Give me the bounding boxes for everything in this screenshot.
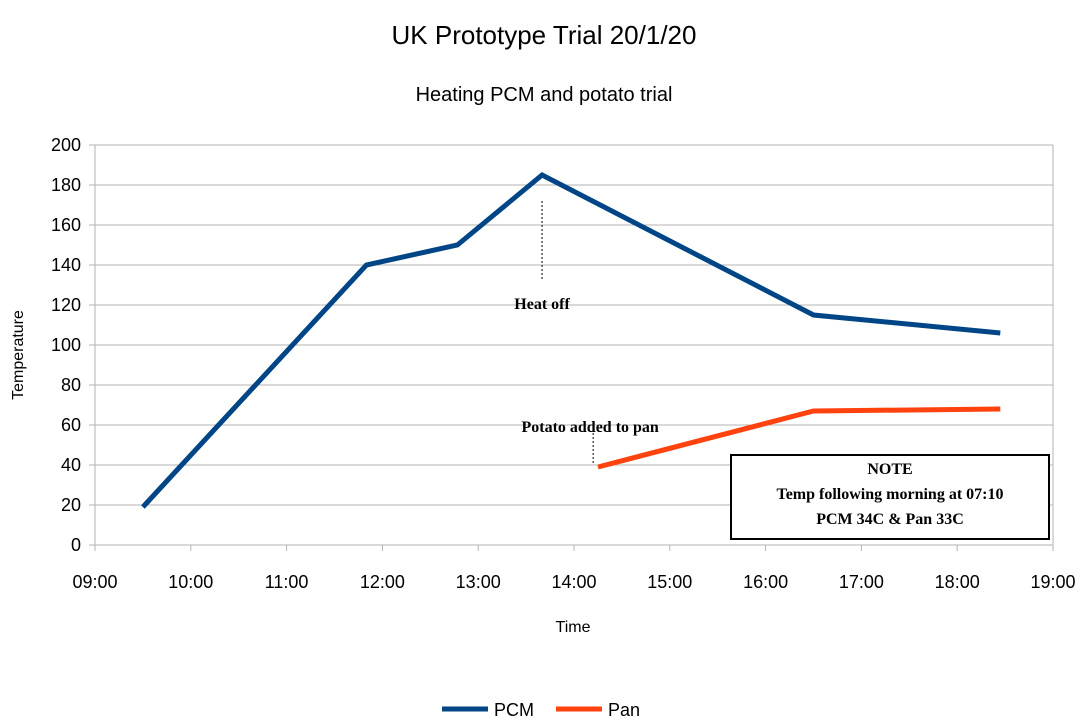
x-tick-label: 14:00 — [551, 572, 596, 592]
annotation-heat-off: Heat off — [514, 296, 570, 313]
series-layer — [141, 172, 1001, 509]
grid-layer — [94, 144, 1054, 546]
y-tick-label: 180 — [51, 175, 81, 195]
y-tick-label: 0 — [71, 535, 81, 555]
x-tick-label: 09:00 — [72, 572, 117, 592]
annotation-layer: Heat off Potato added to pan — [514, 201, 659, 465]
legend-label-pan: Pan — [608, 700, 640, 720]
y-tick-label: 120 — [51, 295, 81, 315]
series-line-pcm — [141, 172, 1001, 509]
y-tick-label: 40 — [61, 455, 81, 475]
x-tick-label: 19:00 — [1030, 572, 1075, 592]
y-tick-label: 60 — [61, 415, 81, 435]
y-tick-label: 80 — [61, 375, 81, 395]
x-tick-label: 11:00 — [265, 572, 309, 592]
x-tick-label: 15:00 — [647, 572, 692, 592]
x-tick-label: 13:00 — [456, 572, 501, 592]
x-tick-label: 12:00 — [360, 572, 405, 592]
chart-title: UK Prototype Trial 20/1/20 — [392, 20, 697, 50]
y-tick-label: 100 — [51, 335, 81, 355]
y-tick-label: 160 — [51, 215, 81, 235]
legend-label-pcm: PCM — [494, 700, 534, 720]
chart-subtitle: Heating PCM and potato trial — [416, 84, 673, 106]
y-tick-label: 20 — [61, 495, 81, 515]
x-tick-label: 16:00 — [743, 572, 788, 592]
note-line-2: PCM 34C & Pan 33C — [816, 511, 964, 528]
y-tick-label: 140 — [51, 255, 81, 275]
x-tick-label: 10:00 — [168, 572, 213, 592]
note-box-border — [730, 454, 1050, 540]
legend: PCM Pan — [442, 700, 640, 720]
y-tick-label: 200 — [51, 135, 81, 155]
note-heading: NOTE — [867, 461, 912, 478]
annotation-potato-added: Potato added to pan — [521, 419, 658, 436]
x-tick-label: 18:00 — [935, 572, 980, 592]
axis-layer: 0 20 40 60 80 100 120 140 160 180 200 09:00 10:00 11:… — [51, 135, 1076, 592]
x-axis-title: Time — [556, 619, 591, 636]
note-box: NOTE Temp following morning at 07:10 PCM… — [730, 454, 1050, 540]
note-line-1: Temp following morning at 07:10 — [777, 486, 1004, 503]
x-tick-label: 17:00 — [839, 572, 884, 592]
y-axis-title: Temperature — [10, 310, 27, 400]
